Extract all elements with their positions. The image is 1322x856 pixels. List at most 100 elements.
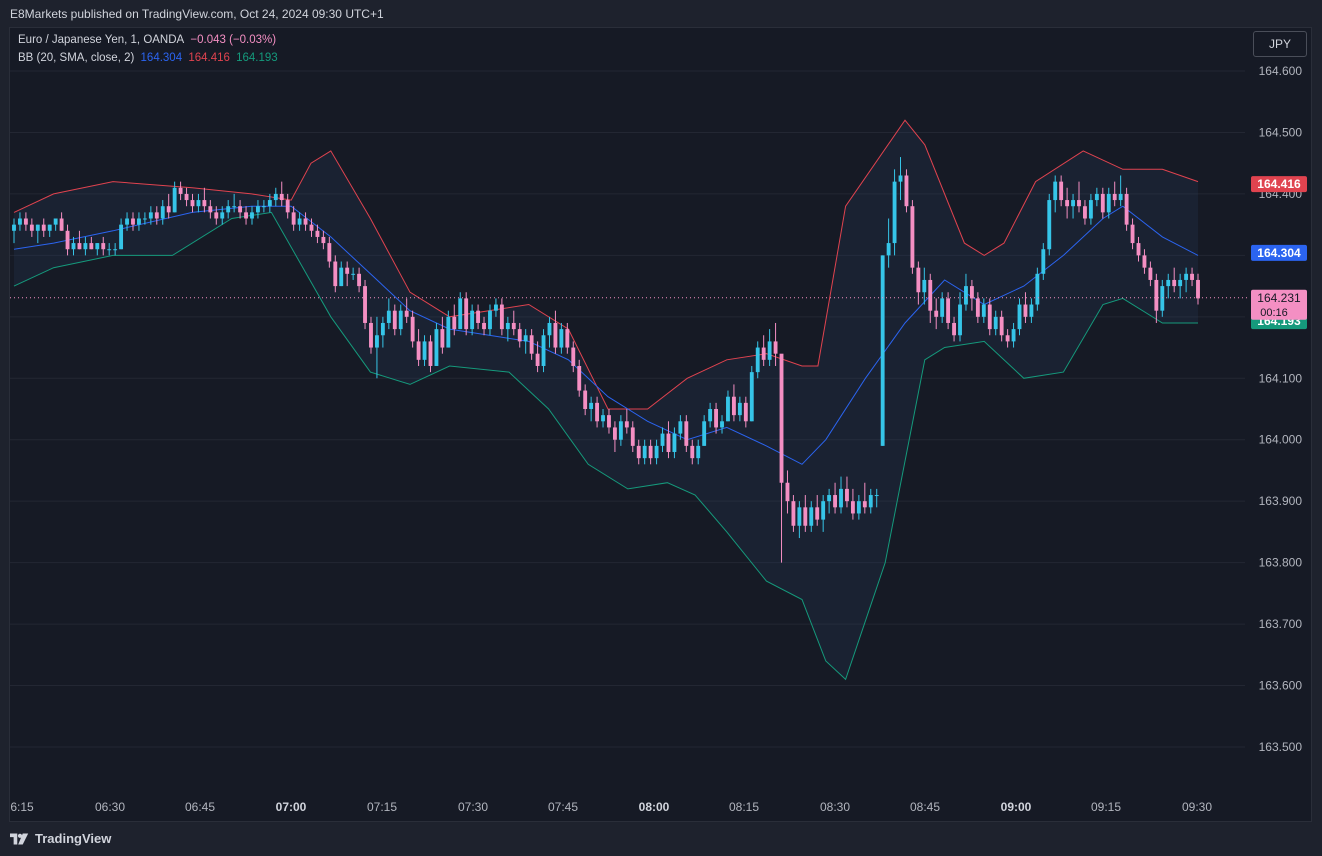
candle: [493, 298, 498, 317]
x-tick-label: 08:15: [729, 800, 759, 814]
candle: [505, 316, 510, 342]
candle: [642, 439, 647, 465]
candle: [1083, 200, 1087, 225]
x-tick-label: 08:00: [639, 800, 670, 814]
candle-body: [690, 445, 695, 459]
candle: [309, 218, 314, 237]
candle-body: [1154, 279, 1159, 311]
candle-body: [1142, 255, 1147, 268]
candle-body: [1011, 329, 1016, 342]
candle-body: [77, 243, 82, 250]
candle-body: [333, 261, 338, 287]
candle: [660, 427, 665, 453]
x-tick-label: 6:15: [10, 800, 34, 814]
candle-body: [404, 310, 409, 317]
candle: [315, 224, 320, 244]
candle-body: [1172, 279, 1177, 287]
candle-body: [470, 310, 475, 330]
candle: [547, 316, 552, 348]
candle-body: [589, 402, 594, 409]
currency-button[interactable]: JPY: [1253, 31, 1307, 57]
candle: [1005, 329, 1010, 348]
candle: [1106, 187, 1111, 219]
candle: [981, 298, 986, 323]
candle: [446, 310, 451, 348]
candle-body: [541, 335, 546, 366]
footer-brand-name: TradingView: [35, 831, 112, 846]
candle-body: [107, 249, 112, 251]
candle-body: [981, 304, 986, 317]
y-tick-label: 163.800: [1259, 556, 1303, 570]
candle-body: [1023, 304, 1028, 317]
x-tick-label: 07:15: [367, 800, 397, 814]
candle: [612, 421, 617, 453]
candle: [422, 335, 427, 366]
candle-body: [47, 224, 52, 231]
candle-body: [1071, 200, 1075, 207]
candle: [624, 409, 629, 434]
candle: [178, 181, 183, 201]
candle: [220, 206, 225, 225]
candle: [214, 206, 219, 225]
candle: [23, 212, 28, 231]
y-tick-label: 164.000: [1259, 433, 1303, 447]
candle-body: [737, 402, 742, 416]
candle-body: [946, 298, 951, 323]
candle-body: [398, 310, 403, 330]
candle: [83, 236, 88, 256]
candle: [119, 218, 124, 250]
candle: [553, 310, 558, 354]
candle: [1065, 187, 1070, 219]
y-tick-label: 164.100: [1259, 371, 1303, 385]
candle: [1059, 175, 1064, 207]
candle-body: [773, 341, 778, 354]
candle-body: [238, 206, 243, 213]
candle-body: [862, 501, 867, 508]
candle-body: [529, 335, 534, 354]
candle: [256, 200, 260, 219]
candle-body: [1035, 273, 1040, 305]
candle: [708, 402, 713, 428]
candle-body: [232, 206, 237, 208]
candle-body: [874, 495, 879, 497]
candle-body: [244, 212, 248, 219]
candle: [404, 298, 409, 323]
candle: [696, 439, 701, 465]
candle-body: [220, 212, 225, 219]
candle: [1190, 267, 1194, 287]
candle: [1172, 267, 1177, 293]
chart-frame[interactable]: [9, 27, 1312, 822]
candle-body: [113, 249, 118, 251]
candle: [529, 329, 534, 360]
candle-body: [1124, 193, 1129, 225]
candle: [77, 230, 82, 250]
candle: [160, 200, 165, 225]
candle-body: [779, 353, 784, 483]
candle-body: [886, 243, 891, 256]
candle: [398, 304, 403, 336]
candle-body: [952, 322, 956, 336]
candle: [975, 292, 980, 323]
publisher-caption: E8Markets published on TradingView.com, …: [10, 7, 384, 21]
price-change: −0.043 (−0.03%): [190, 34, 277, 46]
candle-body: [761, 347, 766, 360]
candle: [18, 212, 22, 231]
candle: [999, 310, 1004, 342]
candle-body: [297, 218, 302, 225]
candle-body: [315, 230, 320, 237]
candle-body: [458, 298, 463, 330]
candle: [904, 169, 909, 213]
x-tick-label: 09:30: [1182, 800, 1212, 814]
candle-body: [987, 304, 992, 330]
candle-body: [18, 218, 22, 225]
candle-body: [1094, 193, 1099, 201]
candle: [499, 298, 504, 336]
bb-lower-line: [13, 211, 1198, 681]
candle: [53, 218, 58, 231]
candle: [285, 193, 290, 219]
candle: [1071, 193, 1075, 219]
candle-body: [464, 298, 469, 330]
candle: [743, 396, 748, 428]
candle-body: [630, 427, 635, 446]
